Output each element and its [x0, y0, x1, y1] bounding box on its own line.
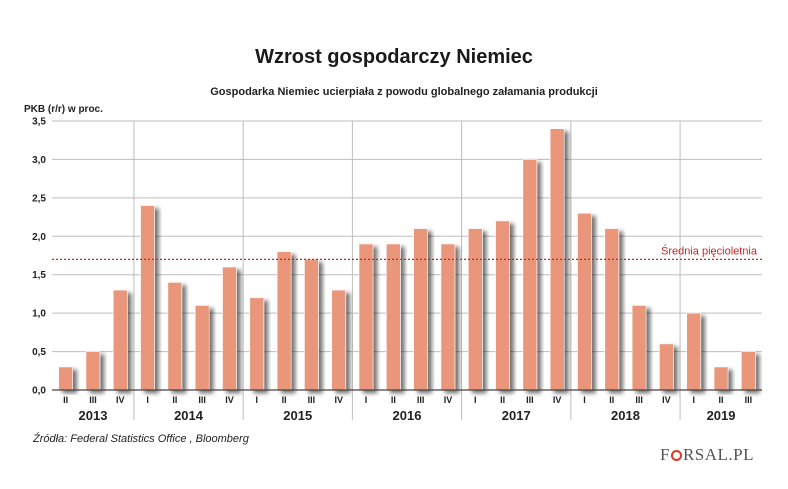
- x-tick-label: IV: [116, 395, 125, 405]
- logo-o-mark: [670, 450, 682, 461]
- bar: [467, 228, 483, 391]
- y-tick-label: 0,5: [32, 347, 46, 358]
- bar: [659, 343, 674, 391]
- bar: [713, 366, 729, 391]
- bar: [741, 351, 756, 391]
- year-label: 2013: [79, 408, 108, 423]
- x-tick-label: I: [692, 395, 695, 405]
- x-tick-label: I: [365, 395, 368, 405]
- logo-text-end: RSAL.PL: [682, 445, 755, 464]
- bar: [413, 228, 428, 391]
- x-tick-label: I: [583, 395, 586, 405]
- y-tick-label: 1,5: [32, 270, 46, 281]
- x-tick-label: III: [526, 395, 534, 405]
- bar: [58, 366, 73, 391]
- x-tick-label: IV: [225, 395, 234, 405]
- chart-title: Wzrost gospodarczy Niemiec: [255, 46, 533, 68]
- bar: [686, 312, 702, 391]
- bar: [85, 351, 101, 391]
- x-tick-label: III: [635, 395, 643, 405]
- x-tick-label: III: [89, 395, 97, 405]
- y-tick-label: 0,0: [32, 386, 46, 397]
- year-label: 2015: [283, 408, 312, 423]
- source-note: Źródła: Federal Statistics Office , Bloo…: [33, 433, 249, 445]
- bar: [440, 243, 456, 391]
- bar: [577, 212, 592, 391]
- y-tick-label: 2,0: [32, 232, 46, 243]
- x-tick-label: IV: [553, 395, 562, 405]
- y-tick-label: 3,0: [32, 155, 46, 166]
- year-label: 2018: [611, 408, 640, 423]
- bar: [194, 305, 210, 391]
- bar: [495, 220, 510, 391]
- x-tick-label: IV: [444, 395, 453, 405]
- x-tick-label: II: [609, 395, 614, 405]
- y-tick-label: 2,5: [32, 193, 46, 204]
- bar: [112, 289, 128, 391]
- x-tick-label: III: [745, 395, 753, 405]
- chart-subtitle: Gospodarka Niemiec ucierpiała z powodu g…: [210, 86, 598, 98]
- x-tick-label: II: [719, 395, 724, 405]
- x-tick-label: III: [308, 395, 316, 405]
- year-label: 2016: [393, 408, 422, 423]
- x-tick-label: IV: [662, 395, 671, 405]
- x-tick-label: II: [282, 395, 287, 405]
- year-label: 2014: [174, 408, 204, 423]
- x-tick-label: II: [63, 395, 68, 405]
- bar: [358, 243, 374, 391]
- bar: [304, 259, 319, 391]
- y-tick-label: 1,0: [32, 309, 46, 320]
- bar: [631, 305, 647, 391]
- x-tick-label: I: [474, 395, 477, 405]
- y-axis-label: PKB (r/r) w proc.: [24, 104, 103, 115]
- year-label: 2017: [502, 408, 531, 423]
- x-tick-label: II: [391, 395, 396, 405]
- bar: [522, 159, 538, 391]
- bar: [140, 205, 155, 391]
- y-tick-label: 3,5: [32, 117, 46, 128]
- bar: [276, 251, 292, 391]
- x-tick-label: IV: [334, 395, 343, 405]
- x-tick-label: III: [417, 395, 425, 405]
- x-tick-label: II: [500, 395, 505, 405]
- bar: [331, 289, 347, 391]
- bar: [604, 228, 620, 391]
- logo-text-start: F: [660, 445, 670, 464]
- x-tick-label: I: [256, 395, 259, 405]
- bar: [222, 266, 237, 391]
- bar: [386, 243, 401, 391]
- year-label: 2019: [707, 408, 736, 423]
- x-tick-label: I: [146, 395, 149, 405]
- x-tick-label: III: [198, 395, 206, 405]
- forsal-logo: F RSAL.PL: [660, 445, 754, 465]
- bar: [249, 297, 265, 391]
- reference-line-label: Średnia pięcioletnia: [661, 244, 758, 257]
- x-tick-label: II: [172, 395, 177, 405]
- bar: [167, 282, 183, 391]
